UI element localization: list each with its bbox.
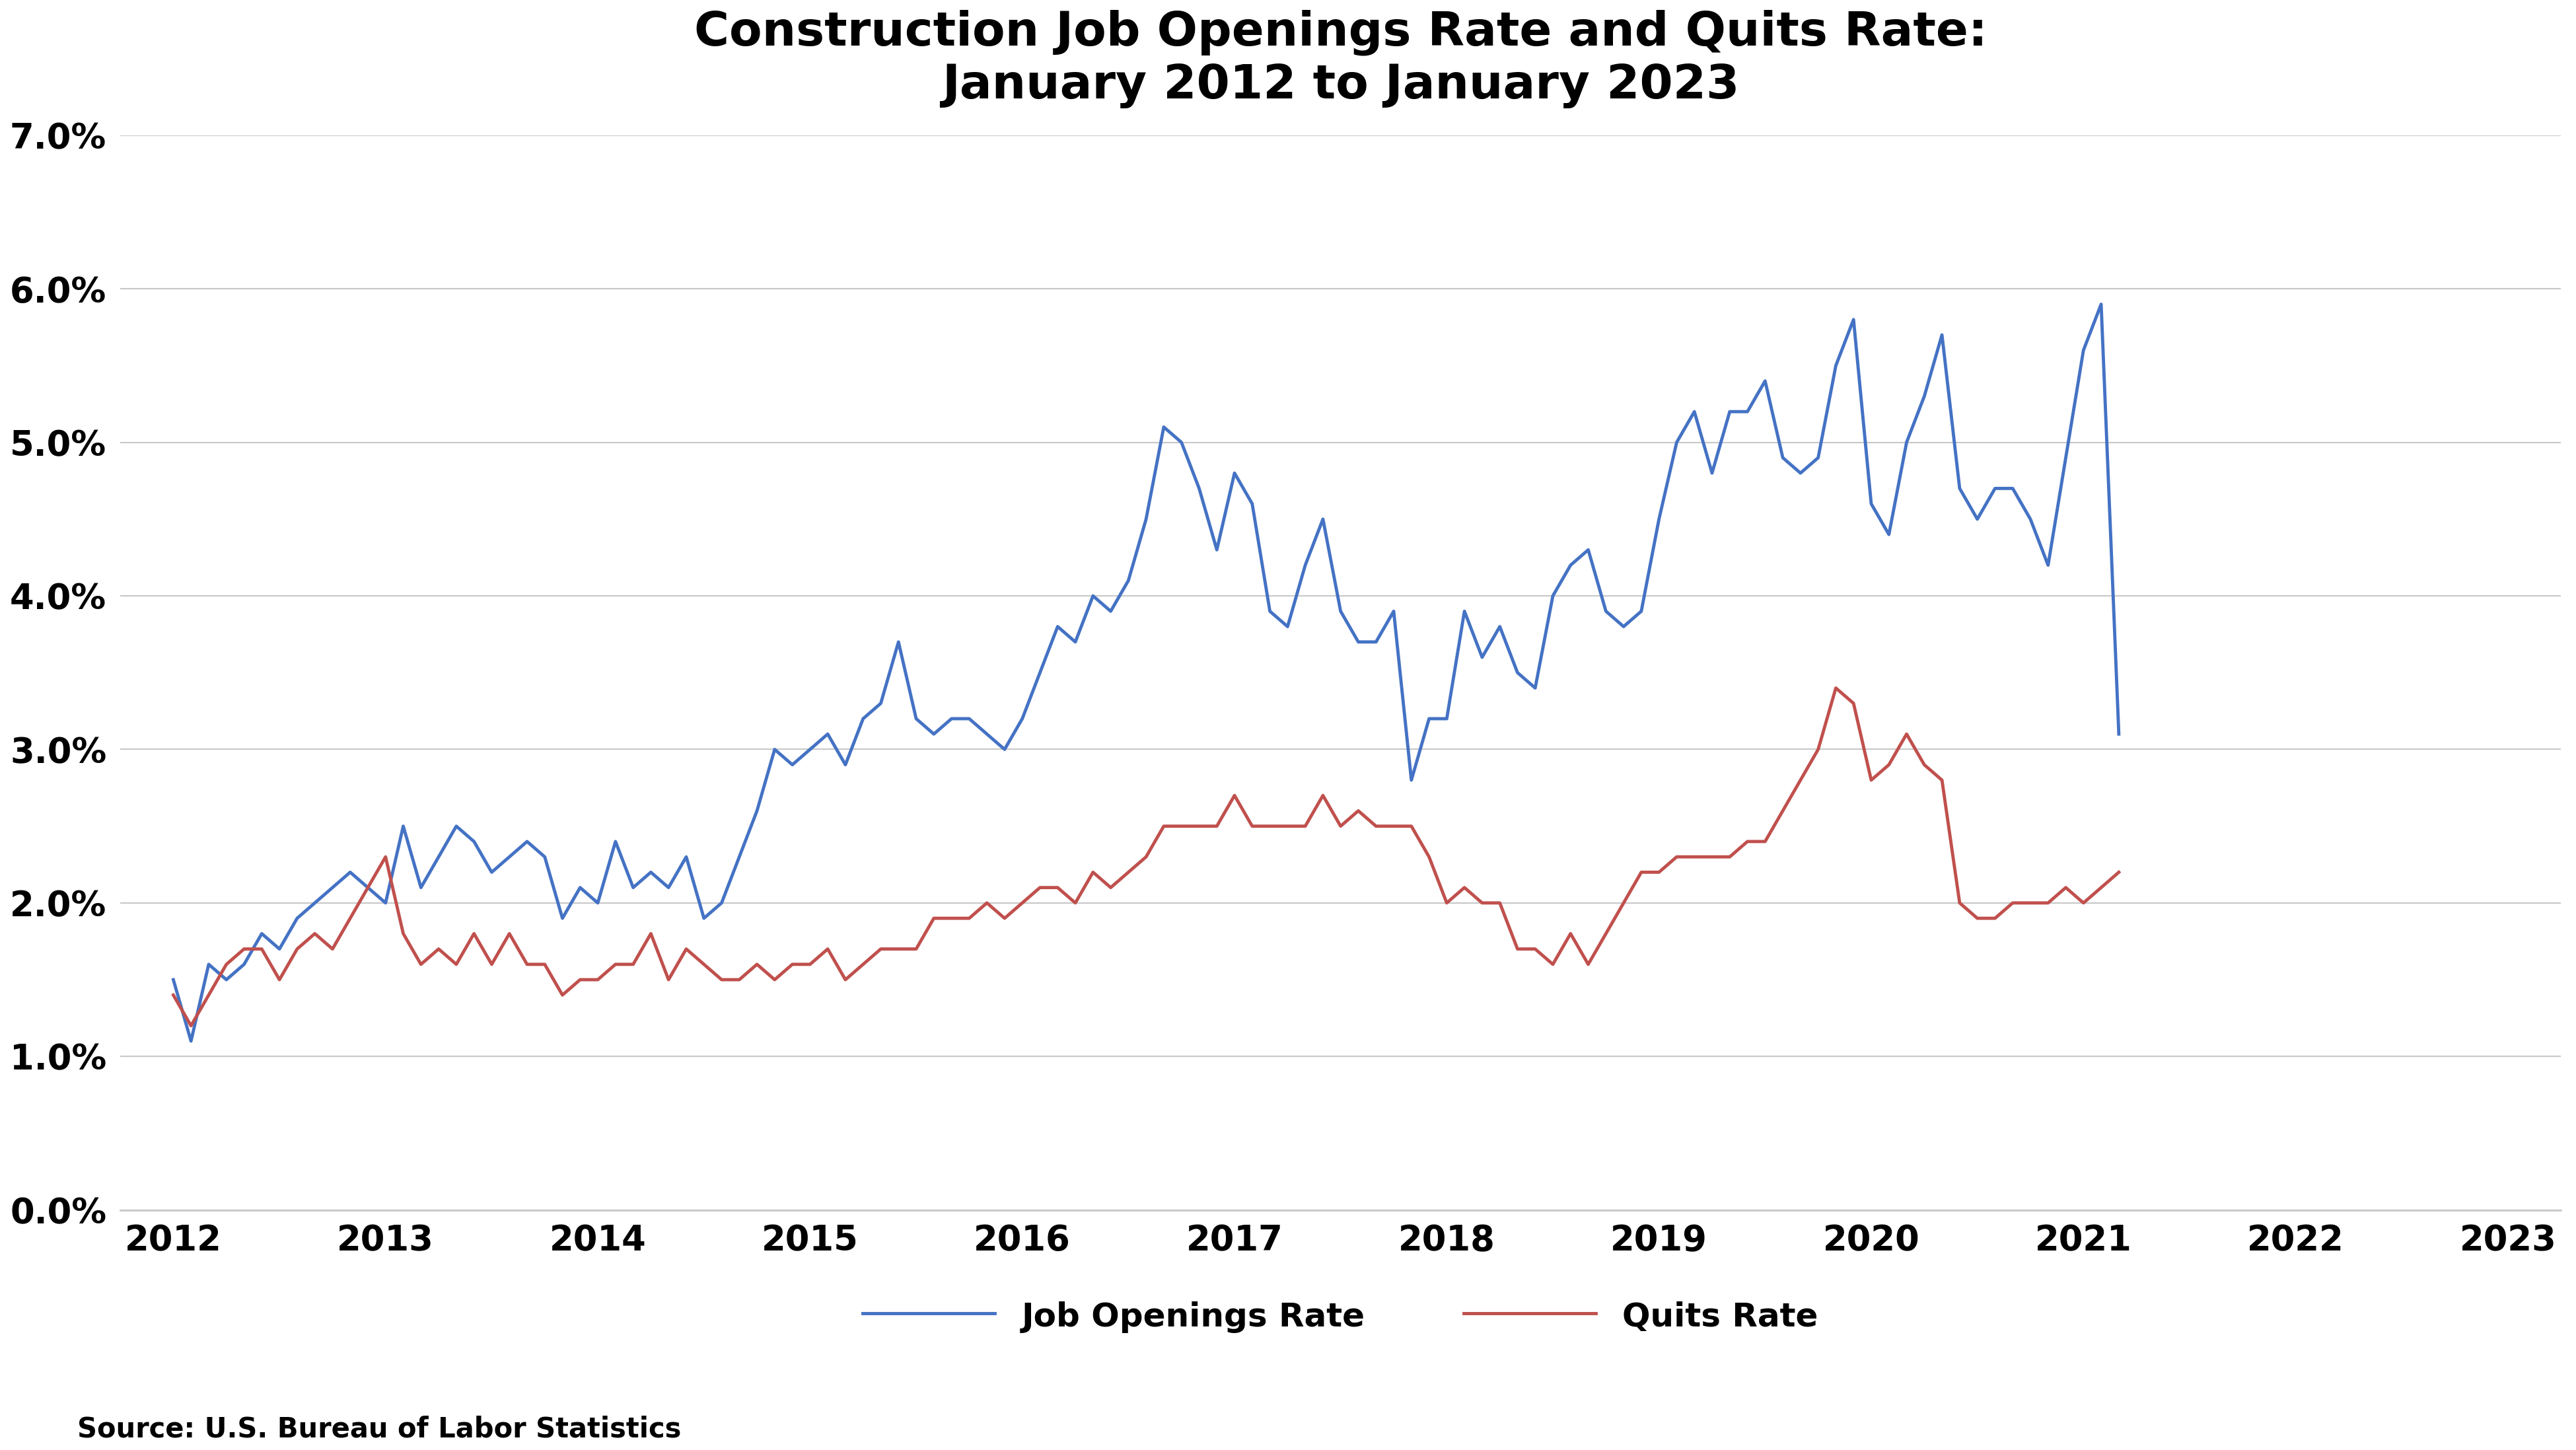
Title: Construction Job Openings Rate and Quits Rate:
January 2012 to January 2023: Construction Job Openings Rate and Quits… [693, 10, 1986, 109]
Quits Rate [670, 940, 701, 957]
Legend: Job Openings Rate, Quits Rate: Job Openings Rate, Quits Rate [863, 1301, 1819, 1333]
Job Openings Rate [902, 710, 933, 728]
Job Openings Rate [618, 879, 649, 896]
Quits Rate [2105, 864, 2136, 882]
Line: Quits Rate: Quits Rate [173, 687, 2120, 1025]
Text: Source: U.S. Bureau of Labor Statistics: Source: U.S. Bureau of Labor Statistics [77, 1415, 680, 1443]
Job Openings Rate [2087, 296, 2117, 313]
Quits Rate [902, 940, 933, 957]
Quits Rate [175, 1016, 206, 1034]
Job Openings Rate [670, 848, 701, 866]
Quits Rate [157, 986, 188, 1003]
Quits Rate [1309, 787, 1340, 805]
Line: Job Openings Rate: Job Openings Rate [173, 304, 2120, 1041]
Job Openings Rate [157, 972, 188, 989]
Quits Rate [2069, 895, 2099, 912]
Job Openings Rate [175, 1032, 206, 1050]
Quits Rate [618, 956, 649, 973]
Job Openings Rate [2050, 450, 2081, 467]
Quits Rate [1821, 679, 1852, 696]
Job Openings Rate [2105, 725, 2136, 742]
Quits Rate [1077, 864, 1108, 882]
Job Openings Rate [1077, 587, 1108, 605]
Job Openings Rate [1309, 510, 1340, 528]
